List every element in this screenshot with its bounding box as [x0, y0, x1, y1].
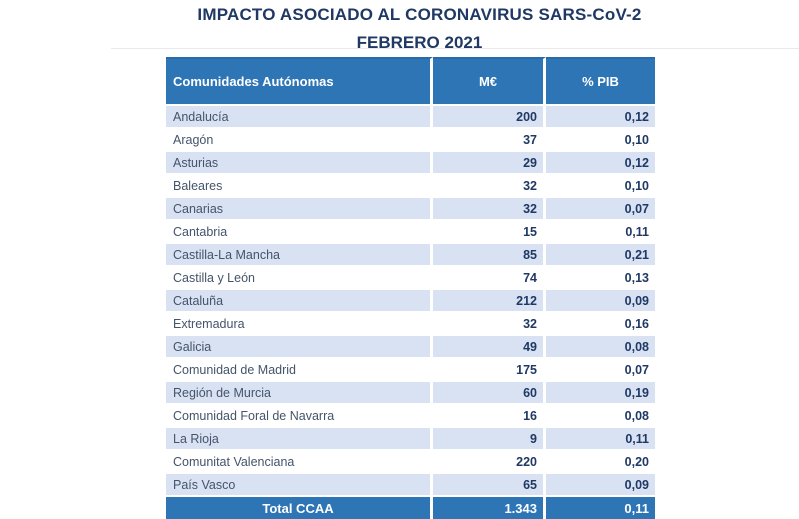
column-header-pib: % PIB [546, 57, 655, 104]
cell-me-value: 220 [433, 449, 546, 472]
table-row: Castilla y León 74 0,13 [166, 265, 655, 288]
document-title: IMPACTO ASOCIADO AL CORONAVIRUS SARS-CoV… [40, 5, 799, 53]
table-row: La Rioja 9 0,11 [166, 426, 655, 449]
table-row: Andalucía 200 0,12 [166, 104, 655, 127]
cell-region: Castilla-La Mancha [166, 242, 433, 265]
cell-me-value: 9 [433, 426, 546, 449]
column-header-me: M€ [433, 57, 546, 104]
cell-pib-value: 0,16 [546, 311, 655, 334]
cell-me-value: 37 [433, 127, 546, 150]
table-row: Galicia 49 0,08 [166, 334, 655, 357]
table-row: Región de Murcia 60 0,19 [166, 380, 655, 403]
cell-pib-value: 0,09 [546, 472, 655, 495]
cell-pib-value: 0,19 [546, 380, 655, 403]
cell-me-value: 74 [433, 265, 546, 288]
table-row: Castilla-La Mancha 85 0,21 [166, 242, 655, 265]
cell-region: Andalucía [166, 104, 433, 127]
total-row: Total CCAA 1.343 0,11 [166, 495, 655, 519]
cell-me-value: 32 [433, 173, 546, 196]
cell-me-value: 32 [433, 311, 546, 334]
cell-region: País Vasco [166, 472, 433, 495]
cell-region: Extremadura [166, 311, 433, 334]
cell-pib-value: 0,21 [546, 242, 655, 265]
cell-pib-value: 0,07 [546, 196, 655, 219]
table-row: Comunidad Foral de Navarra 16 0,08 [166, 403, 655, 426]
cell-me-value: 60 [433, 380, 546, 403]
cell-pib-value: 0,08 [546, 334, 655, 357]
cell-pib-value: 0,10 [546, 173, 655, 196]
cell-me-value: 29 [433, 150, 546, 173]
cell-region: Asturias [166, 150, 433, 173]
table-row: País Vasco 65 0,09 [166, 472, 655, 495]
cell-me-value: 16 [433, 403, 546, 426]
impact-table: Comunidades Autónomas M€ % PIB Andalucía… [166, 57, 655, 519]
cell-region: Cantabria [166, 219, 433, 242]
table-header-row: Comunidades Autónomas M€ % PIB [166, 57, 655, 104]
cell-region: Comunidad Foral de Navarra [166, 403, 433, 426]
cell-region: Baleares [166, 173, 433, 196]
table-row: Baleares 32 0,10 [166, 173, 655, 196]
cell-region: Aragón [166, 127, 433, 150]
cell-region: Comunidad de Madrid [166, 357, 433, 380]
cell-me-value: 65 [433, 472, 546, 495]
title-line-1: IMPACTO ASOCIADO AL CORONAVIRUS SARS-CoV… [197, 5, 642, 24]
cell-me-value: 15 [433, 219, 546, 242]
table-body: Andalucía 200 0,12 Aragón 37 0,10 Asturias 29 0,… [166, 104, 655, 495]
table-row: Comunitat Valenciana 220 0,20 [166, 449, 655, 472]
cell-pib-value: 0,13 [546, 265, 655, 288]
cell-me-value: 85 [433, 242, 546, 265]
cell-pib-value: 0,11 [546, 426, 655, 449]
cell-pib-value: 0,09 [546, 288, 655, 311]
column-header-comunidades: Comunidades Autónomas [166, 57, 433, 104]
cell-me-value: 212 [433, 288, 546, 311]
table-row: Cantabria 15 0,11 [166, 219, 655, 242]
cell-region: Cataluña [166, 288, 433, 311]
table-header: Comunidades Autónomas M€ % PIB [166, 57, 655, 104]
impact-table-container: Comunidades Autónomas M€ % PIB Andalucía… [166, 57, 655, 519]
cell-me-value: 32 [433, 196, 546, 219]
cell-region: Comunitat Valenciana [166, 449, 433, 472]
cell-region: Región de Murcia [166, 380, 433, 403]
cell-region: Galicia [166, 334, 433, 357]
title-line-2: FEBRERO 2021 [356, 33, 483, 52]
cell-pib-value: 0,20 [546, 449, 655, 472]
cell-me-value: 175 [433, 357, 546, 380]
total-label: Total CCAA [166, 495, 433, 519]
horizontal-divider [111, 48, 799, 49]
cell-region: Canarias [166, 196, 433, 219]
cell-me-value: 49 [433, 334, 546, 357]
table-row: Canarias 32 0,07 [166, 196, 655, 219]
cell-region: Castilla y León [166, 265, 433, 288]
cell-me-value: 200 [433, 104, 546, 127]
table-row: Asturias 29 0,12 [166, 150, 655, 173]
table-row: Comunidad de Madrid 175 0,07 [166, 357, 655, 380]
cell-pib-value: 0,08 [546, 403, 655, 426]
table-row: Aragón 37 0,10 [166, 127, 655, 150]
total-pib-value: 0,11 [546, 495, 655, 519]
cell-pib-value: 0,12 [546, 150, 655, 173]
cell-pib-value: 0,11 [546, 219, 655, 242]
cell-pib-value: 0,10 [546, 127, 655, 150]
cell-pib-value: 0,07 [546, 357, 655, 380]
cell-pib-value: 0,12 [546, 104, 655, 127]
table-row: Cataluña 212 0,09 [166, 288, 655, 311]
table-row: Extremadura 32 0,16 [166, 311, 655, 334]
cell-region: La Rioja [166, 426, 433, 449]
table-footer: Total CCAA 1.343 0,11 [166, 495, 655, 519]
total-me-value: 1.343 [433, 495, 546, 519]
